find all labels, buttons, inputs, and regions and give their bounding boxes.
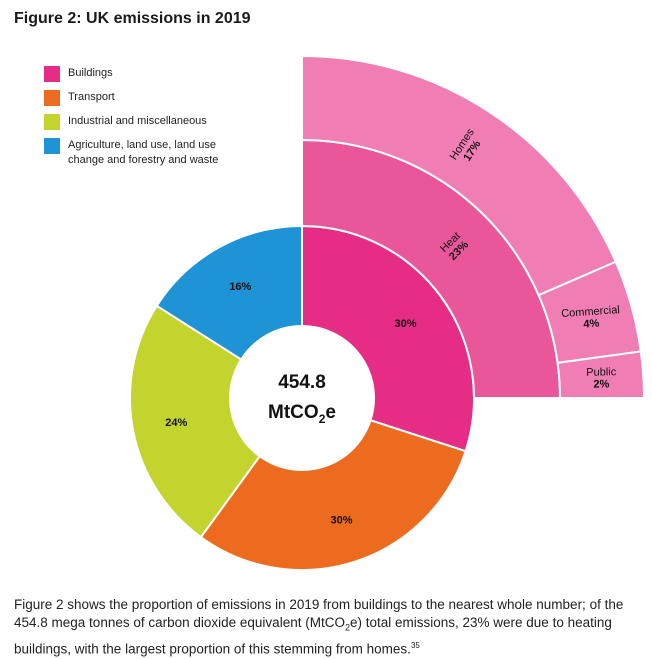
legend-swatch bbox=[44, 90, 60, 106]
heat-detail-slice-2 bbox=[556, 350, 645, 399]
chart-marks: 30%30%24%16%Heat23%Homes17%Commercial4%P… bbox=[129, 55, 645, 571]
legend-swatch bbox=[44, 138, 60, 154]
figure-title: Figure 2: UK emissions in 2019 bbox=[14, 10, 251, 27]
inner-slice-label-0: 30% bbox=[395, 318, 417, 330]
legend-item-agriculture: Agriculture, land use, land use change a… bbox=[44, 138, 244, 168]
inner-slice-1 bbox=[199, 419, 467, 571]
legend-swatch bbox=[44, 114, 60, 130]
center-label-unit: MtCO2e bbox=[268, 402, 336, 426]
center-label-value: 454.8 bbox=[278, 372, 326, 393]
legend-item-industrial: Industrial and miscellaneous bbox=[44, 114, 244, 130]
inner-slice-label-2: 24% bbox=[165, 417, 187, 429]
legend: Buildings Transport Industrial and misce… bbox=[44, 66, 244, 176]
legend-label: Industrial and miscellaneous bbox=[68, 115, 207, 127]
inner-slice-2 bbox=[129, 304, 261, 539]
figure-caption: Figure 2 shows the proportion of emissio… bbox=[14, 597, 624, 657]
heat-detail-label-2: Public2% bbox=[586, 366, 617, 391]
heat-detail-label-1: Commercial4% bbox=[561, 304, 621, 332]
inner-slice-label-1: 30% bbox=[331, 515, 353, 527]
inner-slice-label-3: 16% bbox=[229, 281, 251, 293]
legend-item-buildings: Buildings bbox=[44, 66, 244, 82]
legend-swatch bbox=[44, 66, 60, 82]
legend-label: Transport bbox=[68, 91, 115, 103]
legend-label: Buildings bbox=[68, 67, 113, 79]
emissions-chart: 30%30%24%16%Heat23%Homes17%Commercial4%P… bbox=[129, 55, 645, 571]
legend-item-transport: Transport bbox=[44, 90, 244, 106]
inner-slice-3 bbox=[155, 225, 303, 361]
center-label: 454.8 MtCO2e bbox=[268, 372, 336, 426]
legend-label: Agriculture, land use, land use change a… bbox=[68, 139, 219, 166]
